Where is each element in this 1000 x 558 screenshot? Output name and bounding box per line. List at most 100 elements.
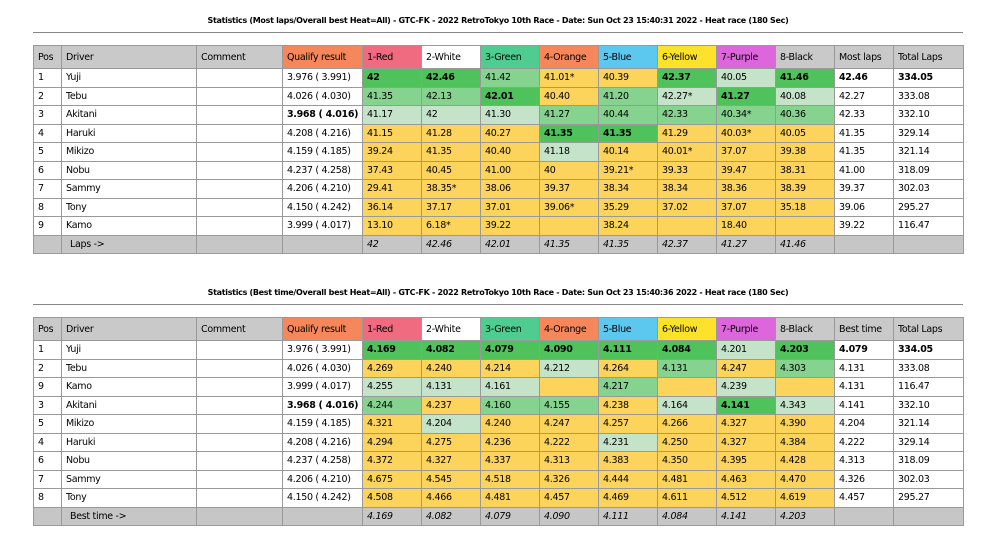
footer-value: 4.090: [539, 506, 599, 526]
lane-cell: [539, 377, 599, 397]
footer-value: 4.141: [716, 506, 776, 526]
driver-cell: Mikizo: [61, 414, 197, 434]
most-laps-section: Statistics (Most laps/Overall best Heat=…: [33, 14, 964, 254]
column-header: 7-Purple: [716, 45, 776, 69]
pos-cell: 9: [33, 377, 62, 397]
lane-cell: 41.46: [775, 68, 835, 88]
qualify-cell: 4.150 ( 4.242): [282, 197, 363, 217]
best-time-table: Pos Driver Comment Qualify result 1-Red 2-Whi…: [33, 317, 964, 526]
lane-cell: 4.238: [598, 395, 658, 415]
lane-cell: 41.17: [362, 105, 422, 125]
best-cell: 4.457: [834, 488, 894, 508]
driver-cell: Tony: [61, 488, 197, 508]
qualify-cell: 4.237 ( 4.258): [282, 451, 363, 471]
column-header: Driver: [61, 45, 197, 69]
pos-cell: 7: [33, 179, 62, 199]
lane-cell: 4.675: [362, 469, 422, 489]
column-header: 8-Black: [775, 45, 835, 69]
best-cell: 4.222: [834, 432, 894, 452]
driver-cell: Kamo: [61, 377, 197, 397]
lane-cell: 4.214: [480, 358, 540, 378]
lane-cell: 4.169: [362, 340, 422, 360]
footer-cell: [893, 506, 964, 526]
comment-cell: [196, 340, 283, 360]
lane-cell: 4.160: [480, 395, 540, 415]
lane-cell: 41.01*: [539, 68, 599, 88]
footer-value: 42.37: [657, 234, 717, 254]
best-cell: 41.35: [834, 142, 894, 162]
lane-cell: 41.27: [716, 86, 776, 106]
table-row: 4 Haruki 4.208 ( 4.216) 41.15 41.28 40.27 41.3…: [33, 123, 964, 143]
lane-cell: 4.313: [539, 451, 599, 471]
total-cell: 329.14: [893, 432, 964, 452]
lane-cell: 18.40: [716, 216, 776, 236]
total-cell: 333.08: [893, 358, 964, 378]
qualify-cell: 3.976 ( 3.991): [282, 340, 363, 360]
lane-cell: 4.236: [480, 432, 540, 452]
pos-cell: 6: [33, 160, 62, 180]
lane-cell: 42.13: [421, 86, 481, 106]
lane-cell: 40.01*: [657, 142, 717, 162]
column-header: Comment: [196, 317, 283, 341]
column-header: Pos: [33, 45, 62, 69]
lane-cell: 4.250: [657, 432, 717, 452]
table-row: 1 Yuji 3.976 ( 3.991) 4.169 4.082 4.079 4.090 4…: [33, 340, 964, 360]
table-row: 1 Yuji 3.976 ( 3.991) 42 42.46 41.42 41.01* 40.…: [33, 68, 964, 88]
qualify-cell: 3.976 ( 3.991): [282, 68, 363, 88]
total-cell: 332.10: [893, 105, 964, 125]
comment-cell: [196, 142, 283, 162]
lane-cell: 6.18*: [421, 216, 481, 236]
lane-cell: 41.29: [657, 123, 717, 143]
lane-cell: 39.47: [716, 160, 776, 180]
lane-cell: 4.164: [657, 395, 717, 415]
lane-cell: 35.29: [598, 197, 658, 217]
lane-cell: 4.294: [362, 432, 422, 452]
qualify-cell: 4.026 ( 4.030): [282, 358, 363, 378]
table-row: 5 Mikizo 4.159 ( 4.185) 4.321 4.204 4.240 4.24…: [33, 414, 964, 434]
lane-cell: 4.545: [421, 469, 481, 489]
footer-value: 4.111: [598, 506, 658, 526]
table-row: 8 Tony 4.150 ( 4.242) 36.14 37.17 37.01 39.06*…: [33, 197, 964, 217]
comment-cell: [196, 451, 283, 471]
lane-cell: 4.090: [539, 340, 599, 360]
lane-cell: 4.269: [362, 358, 422, 378]
table-row: 4 Haruki 4.208 ( 4.216) 4.294 4.275 4.236 4.22…: [33, 432, 964, 452]
comment-cell: [196, 179, 283, 199]
qualify-cell: 4.150 ( 4.242): [282, 488, 363, 508]
lane-cell: 4.247: [539, 414, 599, 434]
lane-cell: 36.14: [362, 197, 422, 217]
lane-cell: 4.518: [480, 469, 540, 489]
lane-cell: 4.350: [657, 451, 717, 471]
lane-cell: 42.33: [657, 105, 717, 125]
lane-cell: 4.508: [362, 488, 422, 508]
table-row: 7 Sammy 4.206 ( 4.210) 4.675 4.545 4.518 4.326…: [33, 469, 964, 489]
total-cell: 302.03: [893, 179, 964, 199]
pos-cell: 3: [33, 395, 62, 415]
total-cell: 318.09: [893, 451, 964, 471]
best-cell: 4.313: [834, 451, 894, 471]
column-header: 1-Red: [362, 317, 422, 341]
lane-cell: 38.39: [775, 179, 835, 199]
table-row: 2 Tebu 4.026 ( 4.030) 41.35 42.13 42.01 40.40 4…: [33, 86, 964, 106]
footer-cell: [834, 234, 894, 254]
driver-cell: Nobu: [61, 451, 197, 471]
driver-cell: Akitani: [61, 105, 197, 125]
comment-cell: [196, 432, 283, 452]
lane-cell: 4.131: [421, 377, 481, 397]
column-header: Best time: [834, 317, 894, 341]
lane-cell: 41.35: [539, 123, 599, 143]
footer-cell: [282, 234, 363, 254]
lane-cell: 40.08: [775, 86, 835, 106]
column-header: Qualify result: [282, 45, 363, 69]
qualify-cell: 3.999 ( 4.017): [282, 377, 363, 397]
lane-cell: 4.327: [716, 432, 776, 452]
pos-cell: 8: [33, 488, 62, 508]
lane-cell: 38.24: [598, 216, 658, 236]
best-cell: 39.37: [834, 179, 894, 199]
driver-cell: Sammy: [61, 179, 197, 199]
comment-cell: [196, 377, 283, 397]
footer-value: 4.079: [480, 506, 540, 526]
driver-cell: Nobu: [61, 160, 197, 180]
lane-cell: 41.35: [598, 123, 658, 143]
footer-value: 4.082: [421, 506, 481, 526]
